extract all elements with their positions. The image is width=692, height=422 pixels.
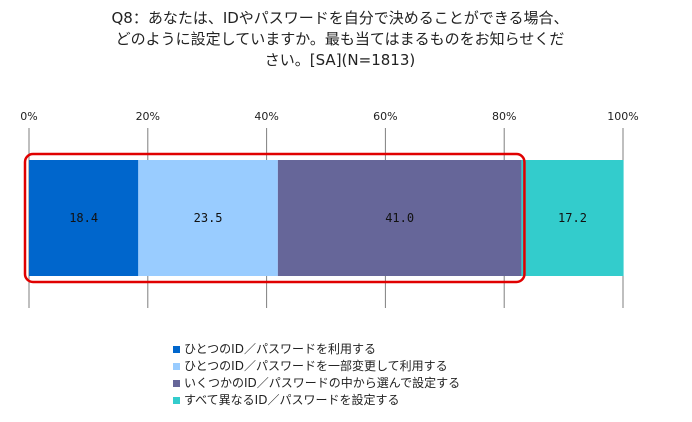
x-tick-label: 0% <box>20 110 37 123</box>
chart-title: Q8：あなたは、IDやパスワードを自分で決めることができる場合、 どのように設定… <box>40 8 640 71</box>
legend-label: すべて異なるID／パスワードを設定する <box>184 393 400 407</box>
legend-swatch <box>173 380 180 387</box>
chart-title-line-2: どのように設定していますか。最も当てはまるものをお知らせくだ <box>115 30 565 48</box>
x-tick-label: 100% <box>607 110 638 123</box>
x-tick-label: 40% <box>254 110 278 123</box>
bar-segment <box>521 160 624 276</box>
x-tick-label: 20% <box>136 110 160 123</box>
legend-swatch <box>173 346 180 353</box>
legend-label: いくつかのID／パスワードの中から選んで設定する <box>184 376 461 390</box>
legend-item: すべて異なるID／パスワードを設定する <box>173 392 460 409</box>
data-label: 23.5 <box>194 211 223 225</box>
bar-segment <box>277 160 522 276</box>
legend-item: いくつかのID／パスワードの中から選んで設定する <box>173 375 460 392</box>
chart-title-line-1: Q8：あなたは、IDやパスワードを自分で決めることができる場合、 <box>111 9 569 27</box>
legend-label: ひとつのID／パスワードを一部変更して利用する <box>184 359 448 373</box>
data-label: 41.0 <box>385 211 414 225</box>
legend-item: ひとつのID／パスワードを一部変更して利用する <box>173 358 460 375</box>
data-label: 18.4 <box>69 211 98 225</box>
x-tick-label: 80% <box>492 110 516 123</box>
bar-segment <box>138 160 278 276</box>
chart-legend: ひとつのID／パスワードを利用するひとつのID／パスワードを一部変更して利用する… <box>173 341 460 409</box>
chart-title-line-3: さい。[SA](N=1813) <box>264 51 416 69</box>
legend-swatch <box>173 397 180 404</box>
legend-item: ひとつのID／パスワードを利用する <box>173 341 460 358</box>
legend-label: ひとつのID／パスワードを利用する <box>184 342 376 356</box>
legend-swatch <box>173 363 180 370</box>
highlight-frame <box>23 152 526 284</box>
bar-segment <box>29 160 139 276</box>
x-tick-label: 60% <box>373 110 397 123</box>
data-label: 17.2 <box>558 211 587 225</box>
